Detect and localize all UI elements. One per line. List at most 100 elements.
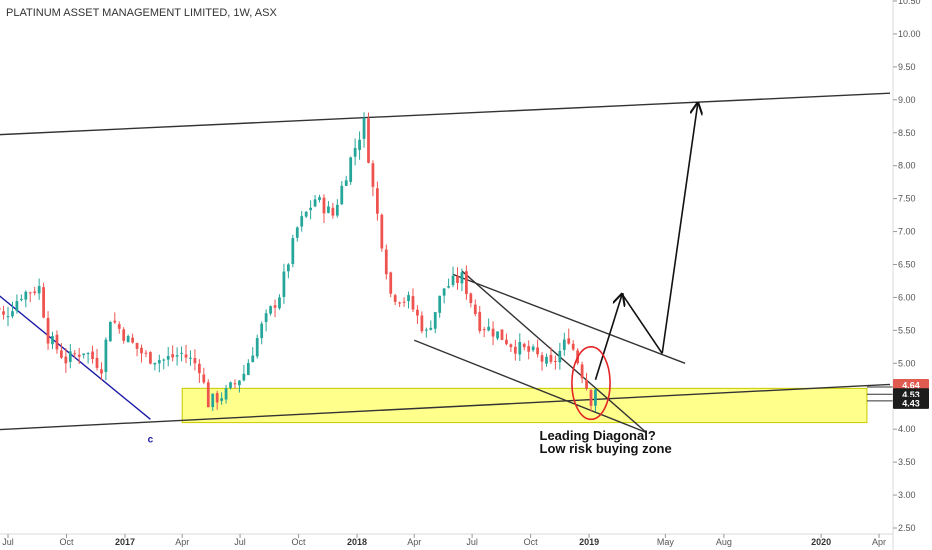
x-tick-label: Oct xyxy=(524,537,539,547)
candle-up xyxy=(68,351,72,362)
x-tick-label: May xyxy=(657,537,675,547)
candle-down xyxy=(273,305,277,308)
candle-down xyxy=(206,382,210,408)
candle-down xyxy=(456,276,459,284)
candle-up xyxy=(496,331,499,339)
candle-up xyxy=(291,238,295,265)
candle-up xyxy=(189,357,192,359)
candle-down xyxy=(384,249,388,275)
diagonal-lower-line xyxy=(413,339,647,434)
x-tick-label: 2019 xyxy=(579,537,599,547)
candle-up xyxy=(349,157,353,182)
candle-up xyxy=(300,216,304,227)
candle-down xyxy=(398,302,402,304)
wave-line xyxy=(0,295,151,420)
candle-up xyxy=(162,359,166,361)
candle-down xyxy=(117,324,121,329)
candle-up xyxy=(238,380,241,386)
candle-down xyxy=(202,374,206,383)
candle-up xyxy=(255,338,259,357)
chart-title: PLATINUM ASSET MANAGEMENT LIMITED, 1W, A… xyxy=(6,7,277,19)
y-tick-label: 9.50 xyxy=(898,62,916,72)
price-badge-label: 4.43 xyxy=(902,398,920,408)
candle-up xyxy=(86,353,90,355)
candle-down xyxy=(100,369,103,374)
candle-up xyxy=(594,389,597,406)
x-tick-label: Apr xyxy=(872,537,886,547)
candle-up xyxy=(424,329,428,331)
candle-down xyxy=(509,344,513,348)
candle-down xyxy=(522,343,526,348)
candle-up xyxy=(269,306,272,314)
candle-up xyxy=(166,356,170,360)
candle-up xyxy=(313,199,317,207)
y-tick-label: 10.50 xyxy=(898,0,921,6)
candle-up xyxy=(19,298,23,300)
candle-up xyxy=(460,272,464,284)
candle-up xyxy=(246,363,250,375)
candle-up xyxy=(558,350,562,363)
candle-up xyxy=(24,291,28,300)
candle-up xyxy=(407,295,410,302)
candle-down xyxy=(482,329,486,331)
candle-up xyxy=(358,139,361,150)
x-tick-label: Jul xyxy=(466,537,478,547)
wave-label-c: c xyxy=(148,434,154,445)
candle-up xyxy=(51,336,54,345)
candle-down xyxy=(367,118,370,163)
candle-down xyxy=(171,354,175,358)
candle-down xyxy=(135,342,139,349)
candle-down xyxy=(193,358,197,364)
candle-down xyxy=(567,338,571,344)
x-tick-label: Jul xyxy=(234,537,246,547)
candle-up xyxy=(157,360,161,364)
annotation-leading-diagonal: Leading Diagonal? xyxy=(540,428,656,443)
candle-down xyxy=(371,163,375,187)
y-tick-label: 3.50 xyxy=(898,457,916,467)
candle-down xyxy=(149,352,152,364)
candle-up xyxy=(37,286,41,294)
candle-up xyxy=(442,288,446,296)
candle-up xyxy=(260,323,264,339)
y-tick-label: 9.00 xyxy=(898,95,916,105)
candle-up xyxy=(286,264,290,272)
y-tick-label: 5.00 xyxy=(898,358,916,368)
projection-arrow xyxy=(594,294,622,381)
x-tick-label: Oct xyxy=(292,537,307,547)
candle-down xyxy=(589,390,593,406)
candle-down xyxy=(122,329,126,341)
y-tick-label: 10.00 xyxy=(898,29,921,39)
candle-up xyxy=(353,148,357,157)
y-tick-label: 5.50 xyxy=(898,325,916,335)
candle-down xyxy=(184,354,188,358)
lower-channel-line xyxy=(0,383,891,431)
candle-up xyxy=(562,339,566,350)
y-tick-label: 7.00 xyxy=(898,227,916,237)
x-tick-label: Jul xyxy=(2,537,14,547)
x-tick-label: 2020 xyxy=(811,537,831,547)
candle-down xyxy=(42,287,45,318)
candle-up xyxy=(518,341,522,355)
candle-up xyxy=(438,295,442,313)
candle-up xyxy=(229,382,232,388)
candle-down xyxy=(131,337,134,343)
candle-down xyxy=(554,361,557,363)
candle-down xyxy=(376,188,379,214)
candle-up xyxy=(282,271,286,297)
candle-down xyxy=(77,354,81,357)
candle-up xyxy=(545,356,548,364)
candle-up xyxy=(153,362,157,365)
x-tick-label: Apr xyxy=(175,537,189,547)
candle-down xyxy=(513,346,517,354)
candle-up xyxy=(447,286,450,288)
x-tick-label: Oct xyxy=(59,537,74,547)
candle-down xyxy=(60,350,63,358)
candle-down xyxy=(95,357,99,368)
candle-up xyxy=(487,326,491,331)
candle-up xyxy=(309,207,313,211)
y-tick-label: 4.00 xyxy=(898,424,916,434)
highlight-circle xyxy=(571,346,611,421)
candle-down xyxy=(91,351,94,360)
candle-down xyxy=(536,347,539,355)
